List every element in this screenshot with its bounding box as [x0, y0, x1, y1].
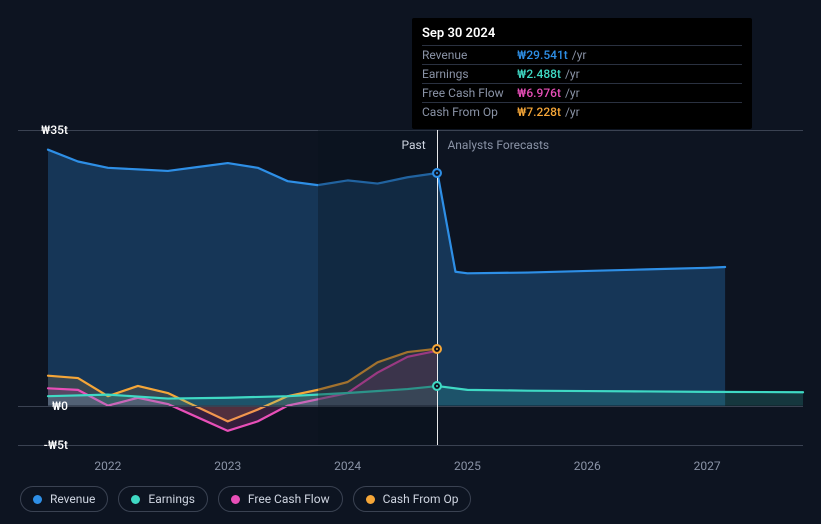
tooltip-date: Sep 30 2024 — [422, 26, 742, 41]
tooltip-row: Free Cash Flow₩6.976t/yr — [422, 83, 742, 102]
legend-label: Revenue — [50, 492, 95, 506]
legend-dot-icon — [231, 495, 240, 504]
cash_from_op-marker — [432, 344, 442, 354]
tooltip-metric-value: ₩6.976t — [517, 86, 561, 100]
x-axis-label: 2022 — [94, 459, 121, 473]
tooltip-metric-label: Cash From Op — [422, 105, 517, 119]
legend-label: Free Cash Flow — [248, 492, 330, 506]
x-axis-label: 2027 — [694, 459, 721, 473]
x-axis-label: 2025 — [454, 459, 481, 473]
legend-dot-icon — [131, 495, 140, 504]
tooltip-metric-label: Free Cash Flow — [422, 86, 517, 100]
legend-dot-icon — [366, 495, 375, 504]
y-axis-label: -₩5t — [44, 438, 68, 452]
legend-item-revenue[interactable]: Revenue — [20, 486, 108, 512]
earnings-marker — [432, 381, 442, 391]
x-axis-label: 2023 — [214, 459, 241, 473]
tooltip-metric-value: ₩29.541t — [517, 48, 568, 62]
x-axis-label: 2026 — [574, 459, 601, 473]
financials-chart: ₩35t₩0-₩5t202220232024202520262027PastAn… — [18, 130, 803, 445]
chart-tooltip: Sep 30 2024 Revenue₩29.541t/yrEarnings₩2… — [412, 18, 752, 129]
legend-label: Cash From Op — [383, 492, 459, 506]
legend-label: Earnings — [148, 492, 195, 506]
tooltip-metric-suffix: /yr — [565, 105, 580, 119]
tooltip-metric-value: ₩7.228t — [517, 105, 561, 119]
tooltip-metric-label: Revenue — [422, 48, 517, 62]
gridline — [18, 445, 803, 446]
legend-item-earnings[interactable]: Earnings — [118, 486, 208, 512]
tooltip-metric-label: Earnings — [422, 67, 517, 81]
tooltip-row: Earnings₩2.488t/yr — [422, 64, 742, 83]
x-axis-label: 2024 — [334, 459, 361, 473]
past-period-shade — [318, 130, 438, 445]
legend-dot-icon — [33, 495, 42, 504]
legend-item-cash_from_op[interactable]: Cash From Op — [353, 486, 472, 512]
tooltip-metric-value: ₩2.488t — [517, 67, 561, 81]
tooltip-row: Cash From Op₩7.228t/yr — [422, 102, 742, 121]
revenue-marker — [432, 168, 442, 178]
legend-item-free_cash_flow[interactable]: Free Cash Flow — [218, 486, 343, 512]
tooltip-metric-suffix: /yr — [565, 86, 580, 100]
section-label-past: Past — [401, 138, 425, 152]
tooltip-metric-suffix: /yr — [572, 48, 587, 62]
tooltip-metric-suffix: /yr — [565, 67, 580, 81]
tooltip-row: Revenue₩29.541t/yr — [422, 45, 742, 64]
chart-legend: Revenue Earnings Free Cash Flow Cash From O… — [20, 486, 471, 512]
y-axis-label: ₩35t — [41, 123, 68, 137]
y-axis-label: ₩0 — [52, 399, 68, 413]
section-label-forecast: Analysts Forecasts — [447, 138, 549, 152]
